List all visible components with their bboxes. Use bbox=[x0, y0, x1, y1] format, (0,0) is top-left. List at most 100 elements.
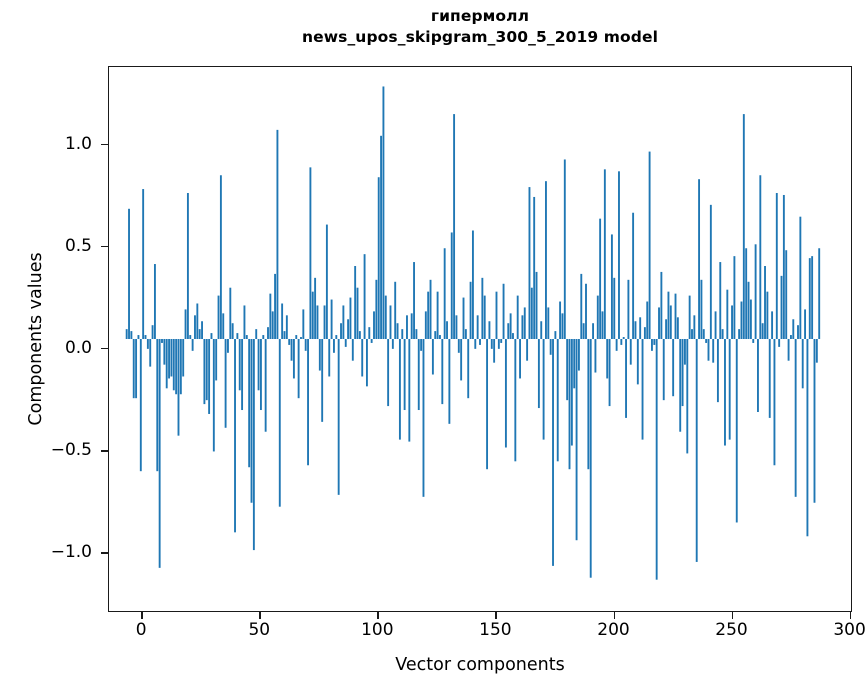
bar bbox=[559, 301, 562, 339]
bar bbox=[448, 339, 451, 424]
bar bbox=[224, 339, 227, 428]
bar bbox=[665, 319, 668, 339]
bar bbox=[587, 339, 590, 470]
y-tick-label: −0.5 bbox=[50, 440, 92, 461]
bar bbox=[229, 287, 232, 339]
bar bbox=[434, 331, 437, 339]
bar bbox=[771, 311, 774, 339]
bar bbox=[681, 339, 684, 407]
bar bbox=[290, 339, 293, 361]
y-tick-label: 0.5 bbox=[64, 235, 92, 256]
bar bbox=[724, 339, 726, 446]
x-tick-label: 200 bbox=[597, 620, 630, 640]
bar bbox=[481, 277, 484, 339]
bar bbox=[526, 339, 529, 361]
bar bbox=[712, 339, 715, 363]
bar bbox=[643, 327, 646, 339]
bar-series bbox=[125, 86, 821, 580]
bar bbox=[509, 313, 512, 339]
bar bbox=[462, 297, 465, 339]
bar bbox=[728, 339, 731, 440]
bar bbox=[778, 339, 781, 347]
bar bbox=[773, 339, 776, 466]
bar bbox=[441, 339, 444, 405]
bar bbox=[620, 339, 623, 345]
bar bbox=[740, 301, 743, 339]
bar bbox=[460, 339, 463, 381]
bar bbox=[540, 321, 543, 339]
bar bbox=[811, 256, 814, 339]
bar bbox=[502, 283, 505, 339]
bar bbox=[318, 339, 321, 371]
bar bbox=[662, 339, 665, 401]
bar bbox=[139, 339, 142, 472]
bar bbox=[262, 335, 265, 339]
bar bbox=[370, 339, 373, 343]
bar bbox=[227, 339, 229, 353]
bar bbox=[528, 187, 531, 339]
bar bbox=[785, 250, 788, 339]
x-axis-label: Vector components bbox=[395, 655, 565, 675]
x-tick-label: 250 bbox=[715, 620, 748, 640]
bar bbox=[271, 311, 274, 339]
bar bbox=[380, 135, 383, 339]
bar bbox=[580, 273, 583, 339]
bar bbox=[161, 339, 163, 343]
bar bbox=[813, 339, 816, 503]
bar bbox=[300, 337, 302, 339]
bar bbox=[368, 327, 371, 339]
bar bbox=[514, 339, 517, 462]
bar bbox=[625, 339, 627, 418]
bar bbox=[709, 204, 712, 339]
bar bbox=[358, 331, 361, 339]
bar bbox=[439, 335, 441, 339]
chart-title: гипермолл news_upos_skipgram_300_5_2019 … bbox=[108, 6, 852, 49]
bar bbox=[323, 305, 326, 339]
bar bbox=[215, 339, 218, 381]
bar bbox=[191, 339, 194, 351]
bar bbox=[523, 307, 526, 339]
bar bbox=[142, 189, 145, 339]
bar bbox=[391, 339, 394, 349]
bar bbox=[599, 218, 602, 339]
bar bbox=[182, 339, 185, 377]
bar bbox=[307, 339, 309, 466]
bar bbox=[804, 309, 807, 339]
bar bbox=[252, 339, 255, 551]
x-tick-label: 100 bbox=[361, 620, 394, 640]
bar bbox=[495, 291, 498, 339]
bar bbox=[333, 339, 335, 353]
bar bbox=[512, 333, 514, 339]
bar bbox=[168, 339, 171, 379]
bar bbox=[394, 281, 397, 339]
bar bbox=[702, 329, 705, 339]
bar bbox=[782, 194, 785, 339]
bar bbox=[417, 339, 420, 411]
bar bbox=[672, 339, 675, 397]
bar bbox=[144, 335, 147, 339]
x-tick-mark bbox=[495, 612, 497, 619]
bar bbox=[297, 339, 300, 399]
bar bbox=[705, 339, 708, 343]
bar bbox=[292, 339, 295, 379]
bar bbox=[575, 339, 578, 541]
bar bbox=[208, 339, 211, 414]
bar bbox=[457, 339, 460, 353]
bar bbox=[691, 329, 693, 339]
x-tick-label: 0 bbox=[135, 620, 147, 640]
bar bbox=[787, 339, 790, 361]
bar bbox=[627, 279, 630, 339]
bar bbox=[259, 339, 262, 411]
bar bbox=[248, 339, 251, 468]
bar bbox=[592, 323, 595, 339]
bar bbox=[603, 169, 606, 339]
bar bbox=[455, 315, 458, 339]
x-tick-mark bbox=[849, 612, 851, 619]
bar bbox=[269, 293, 272, 339]
bar bbox=[547, 307, 550, 339]
bar bbox=[797, 325, 799, 339]
bar bbox=[693, 315, 696, 339]
bar bbox=[217, 295, 220, 339]
bar bbox=[245, 335, 248, 339]
bar bbox=[335, 335, 338, 339]
